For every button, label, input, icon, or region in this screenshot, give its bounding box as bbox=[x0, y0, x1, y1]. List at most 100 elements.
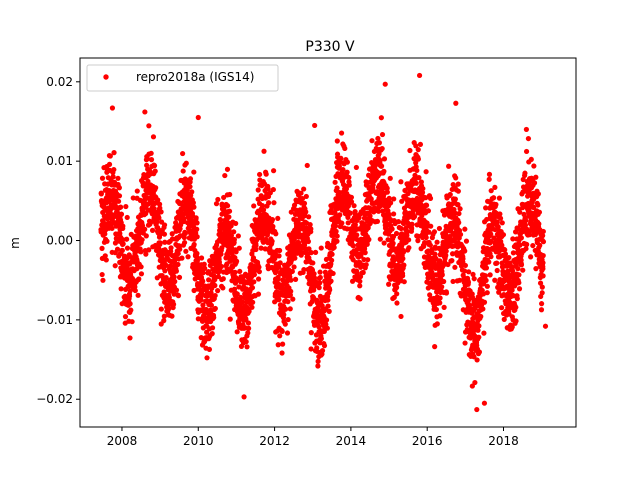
data-point bbox=[345, 220, 351, 226]
data-point bbox=[275, 342, 281, 348]
data-point bbox=[191, 169, 197, 175]
data-point bbox=[324, 325, 330, 331]
data-point bbox=[307, 222, 313, 228]
data-point bbox=[474, 357, 480, 363]
y-axis-label: m bbox=[8, 237, 22, 249]
data-point bbox=[515, 266, 521, 272]
data-point bbox=[354, 232, 360, 238]
data-point bbox=[180, 168, 186, 174]
data-point bbox=[502, 278, 508, 284]
data-point bbox=[201, 261, 207, 267]
data-point bbox=[539, 290, 545, 296]
data-point bbox=[465, 279, 472, 285]
data-point bbox=[243, 339, 249, 345]
data-point bbox=[245, 320, 251, 326]
data-point bbox=[439, 272, 445, 278]
data-point bbox=[144, 156, 150, 162]
data-point bbox=[455, 201, 461, 208]
data-point bbox=[212, 305, 218, 312]
data-point bbox=[411, 213, 418, 220]
data-point bbox=[446, 163, 452, 169]
data-point bbox=[506, 254, 512, 261]
data-point bbox=[531, 180, 538, 186]
data-point bbox=[386, 281, 392, 287]
data-point bbox=[525, 135, 532, 142]
data-point bbox=[381, 156, 388, 162]
data-point bbox=[518, 262, 525, 268]
data-point bbox=[329, 257, 335, 263]
data-point bbox=[169, 313, 175, 319]
data-point bbox=[183, 248, 189, 254]
data-point bbox=[517, 209, 523, 215]
data-point bbox=[321, 343, 328, 349]
data-point bbox=[486, 171, 493, 177]
data-point bbox=[124, 245, 131, 251]
data-point bbox=[540, 253, 546, 259]
data-point bbox=[452, 264, 458, 270]
data-point bbox=[386, 211, 392, 217]
data-point bbox=[251, 279, 257, 285]
data-point bbox=[289, 268, 295, 275]
data-point bbox=[381, 240, 387, 246]
data-point bbox=[115, 198, 122, 204]
data-point bbox=[231, 286, 238, 292]
data-point bbox=[142, 109, 148, 115]
data-point bbox=[540, 266, 546, 272]
data-point bbox=[202, 265, 208, 271]
data-point bbox=[499, 220, 505, 226]
data-point bbox=[533, 266, 539, 272]
data-point bbox=[443, 252, 449, 258]
data-point bbox=[299, 195, 306, 202]
data-point bbox=[284, 330, 291, 336]
data-point bbox=[413, 180, 419, 186]
data-point bbox=[191, 241, 197, 248]
data-point bbox=[172, 278, 178, 285]
data-point bbox=[400, 256, 406, 262]
data-point bbox=[382, 81, 388, 87]
data-point bbox=[246, 308, 252, 314]
data-point bbox=[394, 300, 400, 306]
data-point bbox=[329, 251, 335, 257]
data-point bbox=[325, 303, 331, 309]
data-point bbox=[143, 251, 149, 257]
data-point bbox=[99, 175, 106, 181]
data-point bbox=[378, 163, 385, 169]
data-point bbox=[334, 238, 340, 244]
data-point bbox=[253, 246, 259, 253]
data-point bbox=[437, 295, 443, 301]
data-point bbox=[509, 287, 515, 293]
data-point bbox=[499, 242, 505, 248]
data-point bbox=[217, 217, 224, 223]
data-point bbox=[463, 238, 470, 244]
data-point bbox=[149, 227, 156, 233]
data-point bbox=[276, 297, 282, 303]
data-point bbox=[138, 271, 145, 277]
data-point bbox=[481, 330, 487, 336]
data-point bbox=[218, 263, 225, 270]
x-tick-label: 2018 bbox=[488, 434, 519, 448]
data-point bbox=[400, 249, 407, 255]
data-point bbox=[478, 313, 484, 320]
data-point bbox=[439, 284, 445, 290]
data-point bbox=[497, 211, 503, 217]
data-point bbox=[170, 301, 177, 307]
data-point bbox=[476, 349, 482, 355]
data-point bbox=[361, 256, 367, 263]
data-point bbox=[249, 304, 255, 310]
data-point bbox=[539, 284, 545, 290]
data-point bbox=[516, 272, 522, 278]
data-point bbox=[352, 222, 358, 228]
data-point bbox=[450, 278, 456, 285]
data-point bbox=[488, 254, 494, 260]
data-point bbox=[377, 158, 383, 164]
data-point bbox=[374, 218, 381, 224]
data-point bbox=[462, 340, 468, 346]
data-point bbox=[536, 209, 543, 215]
data-point bbox=[109, 105, 116, 111]
data-point bbox=[239, 299, 245, 305]
data-point bbox=[104, 238, 110, 244]
data-point bbox=[334, 138, 340, 144]
data-point bbox=[235, 233, 241, 239]
data-point bbox=[138, 249, 144, 255]
